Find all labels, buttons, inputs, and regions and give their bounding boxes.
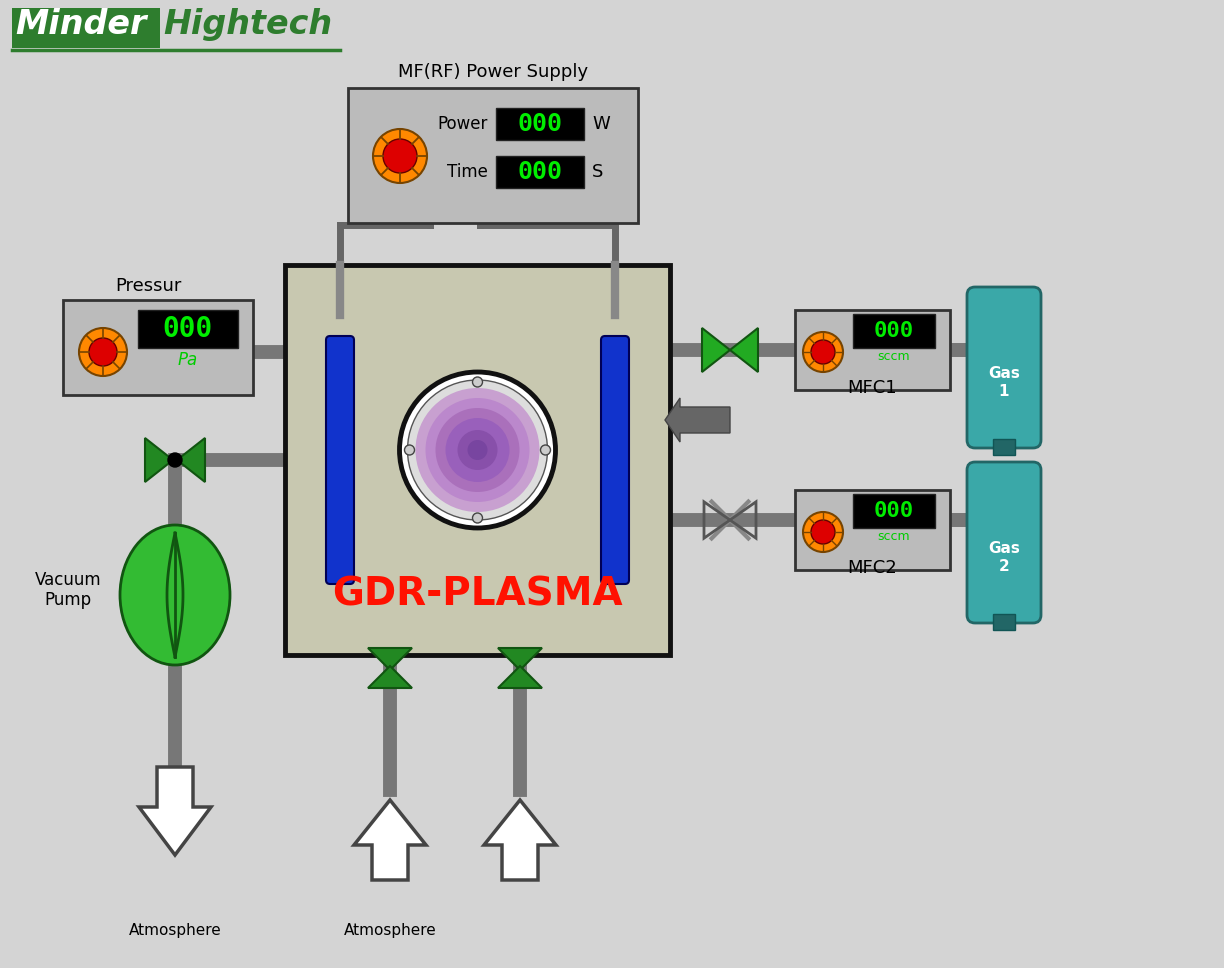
Text: S: S	[592, 163, 603, 181]
FancyBboxPatch shape	[12, 8, 160, 48]
Text: 000: 000	[874, 321, 914, 341]
Ellipse shape	[120, 525, 230, 665]
Polygon shape	[483, 800, 556, 880]
FancyBboxPatch shape	[326, 336, 354, 584]
Text: sccm: sccm	[878, 530, 911, 543]
FancyBboxPatch shape	[967, 462, 1040, 623]
Circle shape	[373, 129, 427, 183]
Polygon shape	[368, 666, 412, 688]
Text: Pa: Pa	[177, 351, 198, 369]
FancyBboxPatch shape	[496, 108, 584, 140]
FancyBboxPatch shape	[138, 310, 237, 348]
FancyBboxPatch shape	[967, 287, 1040, 448]
Text: MFC2: MFC2	[847, 559, 897, 577]
Circle shape	[446, 418, 509, 482]
Polygon shape	[730, 328, 758, 372]
FancyBboxPatch shape	[796, 490, 950, 570]
Polygon shape	[368, 648, 412, 670]
Circle shape	[383, 139, 417, 173]
Circle shape	[168, 453, 182, 467]
FancyBboxPatch shape	[601, 336, 629, 584]
Text: 000: 000	[163, 315, 213, 343]
Circle shape	[415, 388, 540, 512]
FancyBboxPatch shape	[853, 494, 935, 528]
FancyBboxPatch shape	[853, 314, 935, 348]
Polygon shape	[354, 800, 426, 880]
Text: 000: 000	[518, 112, 563, 136]
Text: sccm: sccm	[878, 350, 911, 364]
Text: 000: 000	[518, 160, 563, 184]
Text: W: W	[592, 115, 610, 133]
Circle shape	[89, 338, 118, 366]
Circle shape	[399, 372, 556, 528]
Text: MF(RF) Power Supply: MF(RF) Power Supply	[398, 63, 588, 81]
Text: MFC1: MFC1	[847, 379, 897, 397]
Text: Hightech: Hightech	[163, 8, 332, 41]
Circle shape	[812, 520, 835, 544]
Text: Power: Power	[438, 115, 488, 133]
Text: Time: Time	[447, 163, 488, 181]
FancyBboxPatch shape	[993, 439, 1015, 455]
Text: Gas
2: Gas 2	[988, 541, 1020, 574]
Polygon shape	[177, 438, 204, 482]
Text: 000: 000	[874, 501, 914, 521]
Circle shape	[803, 512, 843, 552]
FancyBboxPatch shape	[796, 310, 950, 390]
Circle shape	[803, 332, 843, 372]
Text: Pressur: Pressur	[115, 277, 181, 295]
FancyBboxPatch shape	[993, 614, 1015, 630]
FancyBboxPatch shape	[62, 300, 253, 395]
Polygon shape	[498, 666, 542, 688]
Polygon shape	[140, 767, 211, 855]
Text: Minder: Minder	[15, 8, 147, 41]
Text: Vacuum
Pump: Vacuum Pump	[34, 570, 102, 610]
Polygon shape	[703, 328, 730, 372]
FancyBboxPatch shape	[348, 88, 638, 223]
Circle shape	[404, 445, 415, 455]
Circle shape	[541, 445, 551, 455]
Circle shape	[80, 328, 127, 376]
Circle shape	[436, 408, 519, 492]
FancyBboxPatch shape	[496, 156, 584, 188]
Polygon shape	[665, 398, 730, 442]
Polygon shape	[498, 648, 542, 670]
FancyBboxPatch shape	[285, 265, 670, 655]
Circle shape	[472, 513, 482, 523]
Text: GDR-PLASMA: GDR-PLASMA	[332, 576, 623, 614]
Text: Atmosphere: Atmosphere	[344, 923, 437, 937]
Circle shape	[468, 440, 487, 460]
Circle shape	[812, 340, 835, 364]
Text: Atmosphere: Atmosphere	[129, 923, 222, 937]
Text: Gas
1: Gas 1	[988, 366, 1020, 399]
Circle shape	[472, 377, 482, 387]
Circle shape	[426, 398, 530, 502]
Circle shape	[458, 430, 497, 470]
Circle shape	[408, 380, 547, 520]
Polygon shape	[144, 438, 173, 482]
